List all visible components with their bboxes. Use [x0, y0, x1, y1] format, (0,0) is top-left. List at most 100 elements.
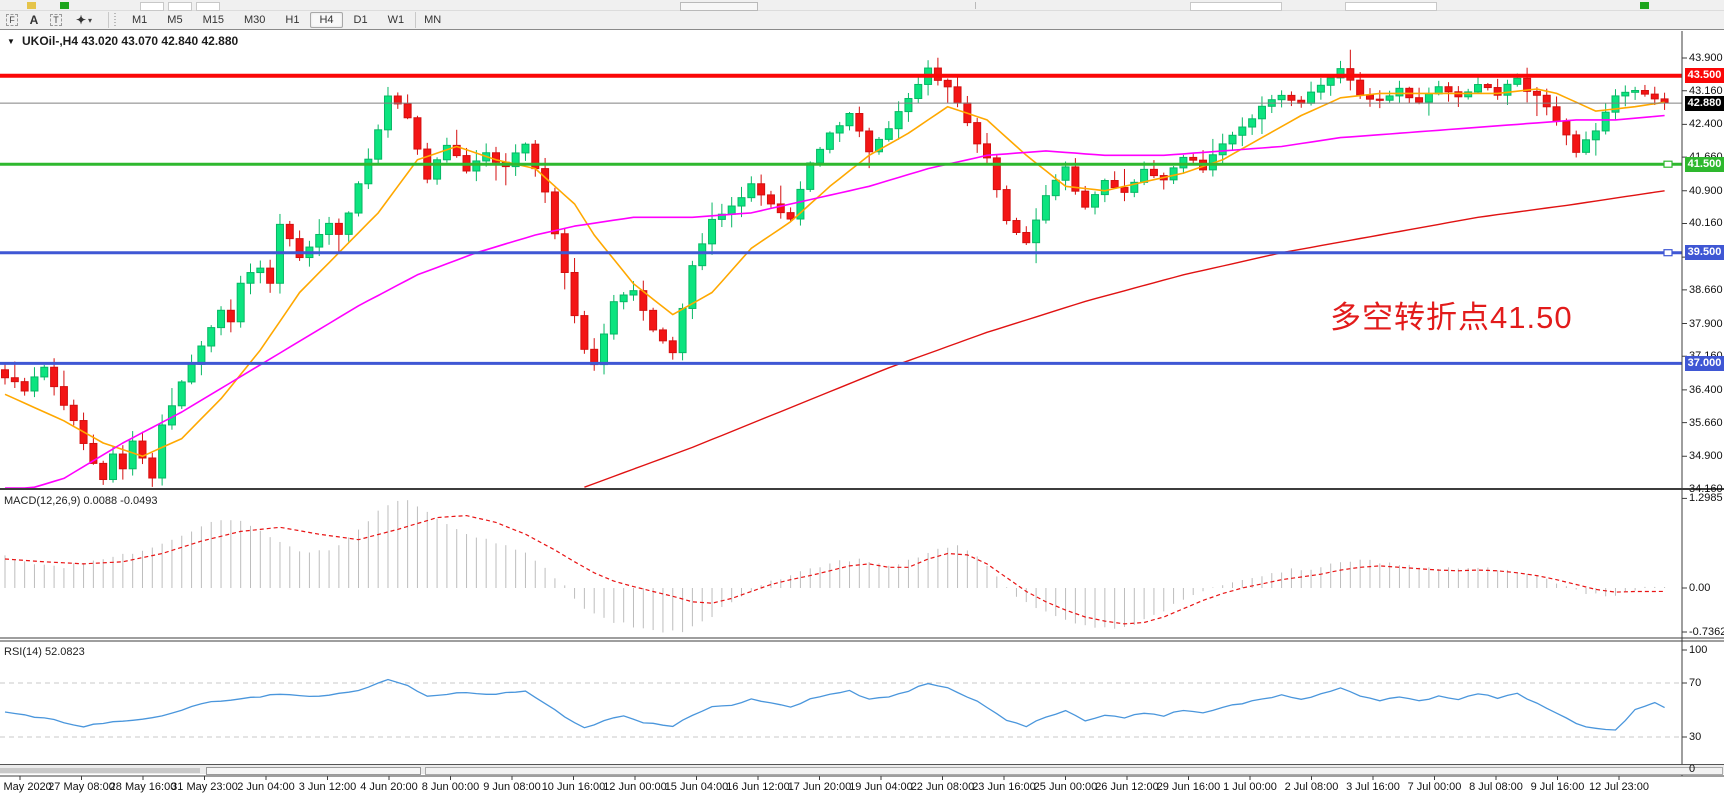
time-axis-label: 4 Jun 20:00: [360, 781, 418, 793]
bull-candle-body: [747, 183, 756, 199]
timeframe-button-m30[interactable]: M30: [243, 14, 266, 26]
text-tool-button[interactable]: A: [26, 11, 42, 29]
toolbar-drag-handle[interactable]: [114, 13, 118, 27]
time-axis-label: 27 May 08:00: [48, 781, 115, 793]
bear-candle-body: [1110, 180, 1119, 189]
toolbar-separator: [108, 12, 109, 28]
bull-candle-body: [1591, 130, 1600, 141]
bull-candle-body: [442, 144, 451, 161]
time-axis-label: 16 Jun 12:00: [726, 781, 790, 793]
bull-candle-body: [1316, 84, 1325, 93]
bull-candle-body: [698, 243, 707, 267]
bull-candle-body: [472, 160, 481, 172]
toolbar-fragment: [1345, 2, 1437, 11]
price-badge-42.880[interactable]: 42.880: [1685, 95, 1724, 111]
bull-candle-body: [845, 113, 854, 127]
timeframe-button-d1[interactable]: D1: [353, 14, 368, 26]
bull-candle-body: [256, 267, 265, 274]
bull-candle-body: [1091, 194, 1100, 208]
time-axis-label: 7 Jul 00:00: [1407, 781, 1462, 793]
bull-candle-body: [40, 366, 49, 378]
time-axis-label: 19 Jun 04:00: [849, 781, 913, 793]
price-badge-37.000[interactable]: 37.000: [1685, 355, 1724, 371]
price-tick-label: 42.400: [1689, 118, 1723, 131]
bear-candle-body: [1562, 121, 1571, 136]
bull-candle-body: [1169, 167, 1178, 181]
fibonacci-tool-button[interactable]: F: [2, 11, 22, 29]
rsi-indicator-label: RSI(14) 52.0823: [4, 646, 85, 658]
bull-candle-body: [187, 363, 196, 383]
chart-title-caret-icon[interactable]: ▼: [7, 37, 15, 46]
timeframe-button-m15[interactable]: M15: [202, 14, 224, 26]
time-axis-label: 9 Jul 16:00: [1530, 781, 1585, 793]
bull-candle-body: [1100, 180, 1109, 196]
bull-candle-body: [1385, 95, 1394, 101]
bull-candle-body: [1395, 87, 1404, 97]
timeframe-group: M1 M5 M15 M30 H1 H4 D1 W1 MN: [122, 11, 451, 29]
bear-candle-body: [1081, 190, 1090, 208]
price-tick-label: 37.900: [1689, 317, 1723, 330]
bull-candle-body: [1032, 219, 1041, 244]
bear-candle-body: [403, 103, 412, 119]
bear-candle-body: [266, 267, 275, 284]
bear-candle-body: [973, 122, 982, 145]
chart-text-annotation[interactable]: 多空转折点41.50: [1330, 300, 1573, 335]
price-tick-label: 40.900: [1689, 184, 1723, 197]
toolbar-fragment: [60, 2, 69, 9]
chart-canvas[interactable]: [0, 30, 1724, 794]
price-badge-39.500[interactable]: 39.500: [1685, 245, 1724, 261]
bear-candle-body: [1493, 87, 1502, 96]
line-studies-and-period-toolbar: F A T ✦ ▾ M1 M5 M15 M30 H1 H4 D1 W1 MN: [0, 11, 1724, 29]
timeframe-button-h1[interactable]: H1: [285, 14, 300, 26]
toolbar-fragment: [975, 2, 976, 9]
chart-window: ▼ UKOil-,H4 43.020 43.070 42.840 42.880 …: [0, 29, 1724, 794]
macd-tick-label: -0.7362: [1689, 626, 1724, 638]
bull-candle-body: [217, 309, 226, 329]
time-axis-label: 23 Jun 16:00: [972, 781, 1036, 793]
bull-candle-body: [1307, 91, 1316, 104]
text-label-icon: T: [50, 14, 62, 26]
bear-candle-body: [776, 203, 785, 214]
timeframe-button-m1[interactable]: M1: [132, 14, 148, 26]
text-label-tool-button[interactable]: T: [46, 11, 66, 29]
bull-candle-body: [354, 183, 363, 214]
price-tick-label: 40.160: [1689, 217, 1723, 230]
toolbar-fragment: [1640, 2, 1649, 9]
bull-candle-body: [433, 159, 442, 180]
arrows-tool-button[interactable]: ✦ ▾: [70, 11, 98, 29]
bear-candle-body: [1640, 90, 1649, 95]
bull-candle-body: [1238, 126, 1247, 136]
timeframe-button-m5[interactable]: M5: [167, 14, 183, 26]
bear-candle-body: [118, 453, 127, 470]
timeframe-button-mn[interactable]: MN: [424, 14, 442, 26]
bull-candle-body: [197, 345, 206, 365]
bear-candle-body: [1454, 91, 1463, 98]
time-axis-label: 15 Jun 04:00: [664, 781, 729, 793]
time-axis-label: 2 Jun 04:00: [237, 781, 295, 793]
timeframe-button-w1[interactable]: W1: [387, 14, 405, 26]
price-tick-label: 34.900: [1689, 450, 1723, 463]
bull-candle-body: [806, 162, 815, 190]
bear-candle-body: [295, 238, 304, 259]
bear-candle-body: [1483, 84, 1492, 89]
bull-candle-body: [1582, 139, 1591, 153]
price-badge-41.500[interactable]: 41.500: [1685, 156, 1724, 172]
bull-candle-body: [1130, 181, 1139, 193]
price-badge-43.500[interactable]: 43.500: [1685, 68, 1724, 84]
bull-candle-body: [727, 205, 736, 215]
bear-candle-body: [1287, 94, 1296, 101]
time-axis-label: 26 Jun 12:00: [1095, 781, 1159, 793]
bear-candle-body: [452, 144, 461, 157]
bear-candle-body: [10, 377, 19, 383]
bear-candle-body: [757, 183, 766, 196]
bear-candle-body: [766, 194, 775, 205]
time-axis-label: 12 Jul 23:00: [1589, 781, 1649, 793]
timeframe-button-h4[interactable]: H4: [310, 12, 343, 28]
bear-candle-body: [1012, 220, 1021, 233]
bull-candle-body: [30, 376, 39, 392]
bull-candle-body: [600, 333, 609, 366]
bear-candle-body: [1022, 231, 1031, 244]
macd-indicator-label: MACD(12,26,9) 0.0088 -0.0493: [4, 495, 158, 507]
time-axis-label: 31 May 23:00: [171, 781, 238, 793]
